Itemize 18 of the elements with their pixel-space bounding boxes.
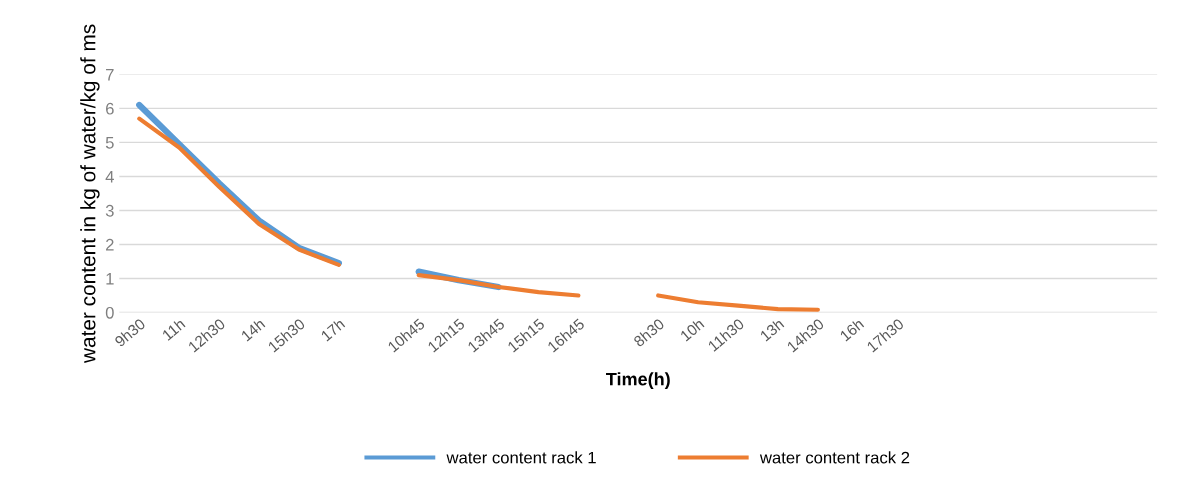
y-tick-label: 6	[106, 102, 114, 115]
x-tick-label: 13h	[759, 317, 785, 342]
legend-label: water content rack 1	[446, 451, 596, 464]
y-tick-label: 7	[106, 68, 114, 81]
y-tick-label: 0	[105, 306, 114, 319]
y-tick-label: 1	[106, 273, 114, 285]
x-tick-label: 17h	[320, 317, 346, 342]
x-axis-title: Time(h)	[606, 372, 670, 390]
y-tick-label: 2	[106, 238, 114, 251]
x-tick-label: 14h	[240, 317, 266, 342]
y-axis-title: water content in kg of water/kg of ms	[80, 24, 100, 364]
x-tick-label: 16h	[839, 317, 865, 342]
y-tick-label: 5	[105, 137, 114, 149]
y-tick-label: 4	[105, 171, 114, 183]
x-tick-label: 11h	[161, 317, 186, 341]
y-tick-label: 3	[105, 204, 114, 217]
x-tick-label: 10h	[679, 317, 705, 342]
legend-label: water content rack 2	[759, 451, 910, 464]
